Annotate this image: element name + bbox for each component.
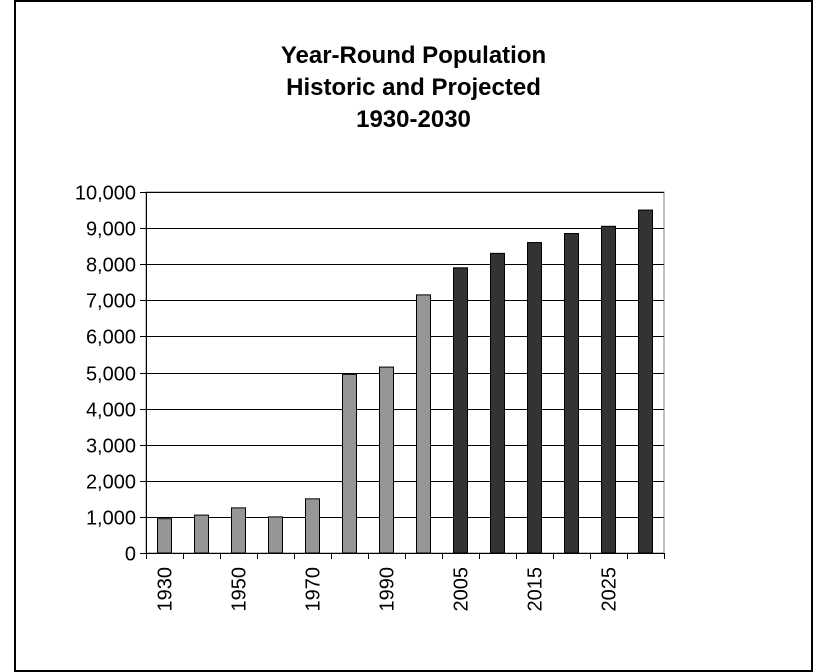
x-tick-label: 1930 [155, 567, 177, 612]
x-tick-label: 1950 [229, 567, 251, 612]
y-tick-label: 4,000 [86, 400, 136, 422]
chart-title-line-1: Year-Round Population [280, 42, 547, 69]
x-tick-label: 2005 [451, 567, 473, 612]
bar-1980 [342, 373, 357, 554]
y-tick-label: 1,000 [86, 508, 136, 530]
bar-1990 [379, 366, 394, 554]
y-tick-label: 0 [125, 544, 136, 566]
bar-1960 [268, 516, 283, 554]
chart-title-line-2: Historic and Projected [286, 74, 541, 101]
y-tick-label: 5,000 [86, 364, 136, 386]
bar-1930 [157, 518, 172, 554]
x-tick-label: 2025 [599, 567, 621, 612]
bar-2010 [490, 252, 505, 554]
bar-2020 [564, 233, 579, 554]
y-tick-label: 8,000 [86, 255, 136, 277]
y-tick-label: 6,000 [86, 327, 136, 349]
y-tick-label: 3,000 [86, 436, 136, 458]
chart-title-line-3: 1930-2030 [356, 106, 471, 133]
bar-1950 [231, 507, 246, 554]
bar-2025 [601, 225, 616, 554]
chart-title: Year-Round Population Historic and Proje… [0, 40, 827, 136]
plot-area [145, 191, 665, 554]
bar-2015 [527, 242, 542, 554]
x-tick-label: 2015 [525, 567, 547, 612]
bar-2030 [638, 209, 653, 554]
bar-1940 [194, 514, 209, 554]
y-tick-label: 10,000 [75, 183, 136, 205]
y-tick-label: 9,000 [86, 219, 136, 241]
bar-1970 [305, 498, 320, 554]
y-tick-label: 2,000 [86, 472, 136, 494]
x-tick-label: 1970 [303, 567, 325, 612]
y-tick-label: 7,000 [86, 291, 136, 313]
x-tick-label: 1990 [377, 567, 399, 612]
bar-2000 [416, 294, 431, 554]
bar-2005 [453, 267, 468, 554]
